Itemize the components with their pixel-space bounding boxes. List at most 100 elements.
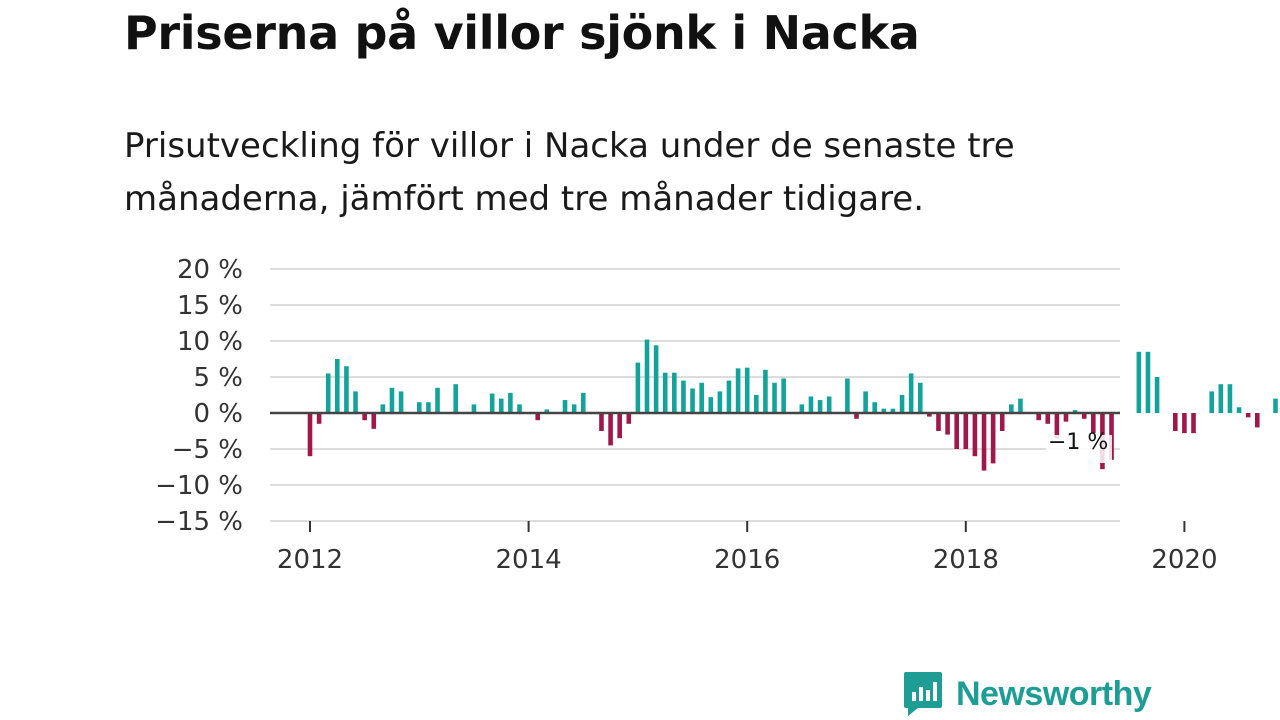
bar (808, 396, 814, 413)
bar (344, 366, 349, 413)
bar (872, 402, 878, 413)
bar (335, 359, 340, 413)
bar (890, 408, 896, 413)
bar (635, 362, 641, 413)
x-tick-label: 2020 (1151, 545, 1217, 575)
bar (389, 387, 395, 413)
bar (1018, 398, 1023, 413)
bar (881, 408, 887, 413)
annotation-background (1046, 435, 1112, 463)
x-tick-label: 2018 (933, 545, 999, 575)
bar (863, 391, 868, 413)
bar (325, 373, 331, 413)
bar (945, 413, 950, 435)
bar (398, 391, 404, 413)
bar (927, 413, 932, 417)
bar (435, 387, 440, 413)
bar (544, 409, 550, 413)
bar (735, 368, 741, 413)
bar (1036, 413, 1041, 421)
bar (1218, 384, 1224, 413)
gridlines (270, 268, 1120, 522)
bar (498, 398, 504, 413)
bar (471, 404, 477, 413)
x-tick-label: 2016 (714, 545, 780, 575)
bar (1009, 404, 1014, 413)
bar (781, 378, 786, 413)
bar (1154, 377, 1160, 413)
bar (936, 413, 941, 431)
bar (453, 384, 459, 413)
axes (270, 411, 1186, 532)
bar (999, 413, 1005, 431)
bar (817, 400, 823, 413)
bar (954, 413, 959, 449)
bar (963, 413, 969, 449)
bar (608, 413, 613, 446)
bar (763, 369, 768, 413)
bar (535, 413, 541, 421)
x-tick-label: 2014 (496, 545, 562, 575)
chart-subtitle: Prisutveckling för villor i Nacka under … (124, 126, 1015, 219)
y-tick-label: −10 % (155, 471, 243, 501)
bar (426, 402, 431, 413)
bar (1091, 413, 1096, 434)
bar (1072, 410, 1078, 413)
bar (353, 391, 358, 413)
bar (1172, 413, 1178, 431)
bar (690, 388, 695, 413)
bar (726, 380, 732, 413)
bar (854, 413, 859, 419)
bar (908, 373, 914, 413)
y-tick-label: 5 % (193, 363, 243, 393)
bar (617, 413, 622, 439)
newsworthy-logo: Newsworthy (902, 670, 1152, 718)
bar (1081, 413, 1087, 419)
bar (744, 367, 750, 413)
bar (644, 339, 650, 413)
x-tick-label: 2012 (277, 545, 343, 575)
bar (708, 397, 714, 413)
bar (662, 372, 668, 413)
y-tick-label: −5 % (172, 435, 243, 465)
y-tick-label: 10 % (177, 327, 243, 357)
y-tick-label: 20 % (177, 255, 243, 285)
bar (981, 413, 987, 471)
bar (699, 382, 704, 413)
y-tick-label: −15 % (155, 507, 243, 537)
bar (517, 404, 522, 413)
bar (1054, 413, 1060, 439)
chart-title: Priserna på villor sjönk i Nacka (124, 6, 920, 60)
bar (1136, 351, 1142, 413)
bar (653, 345, 659, 413)
bar (1254, 413, 1260, 428)
bar (508, 392, 513, 413)
bar (580, 392, 586, 413)
bar (681, 380, 686, 413)
bar (599, 413, 604, 431)
bar (1273, 398, 1278, 413)
newsworthy-logo-icon (904, 672, 942, 716)
bar (562, 400, 568, 413)
bar (362, 413, 367, 421)
bar (489, 393, 495, 413)
bar (1191, 413, 1196, 434)
bar (1227, 384, 1233, 413)
labels: 20 % 15 % 10 % 5 % 0 % −5 % −10 % −15 % 2012 2014… (155, 255, 1217, 575)
y-tick-label: 0 % (193, 399, 243, 429)
bar (307, 413, 313, 457)
bar (990, 413, 996, 464)
bar (371, 413, 377, 429)
bar (380, 404, 386, 413)
bar (799, 404, 805, 413)
bar (772, 382, 777, 413)
bar (1236, 407, 1242, 413)
bar (972, 413, 978, 457)
bar (1145, 351, 1151, 413)
bar (1182, 413, 1187, 434)
bar (1045, 413, 1051, 424)
bar (1063, 413, 1069, 422)
latest-value-label: −1 % (1048, 430, 1108, 455)
bar (672, 372, 677, 413)
